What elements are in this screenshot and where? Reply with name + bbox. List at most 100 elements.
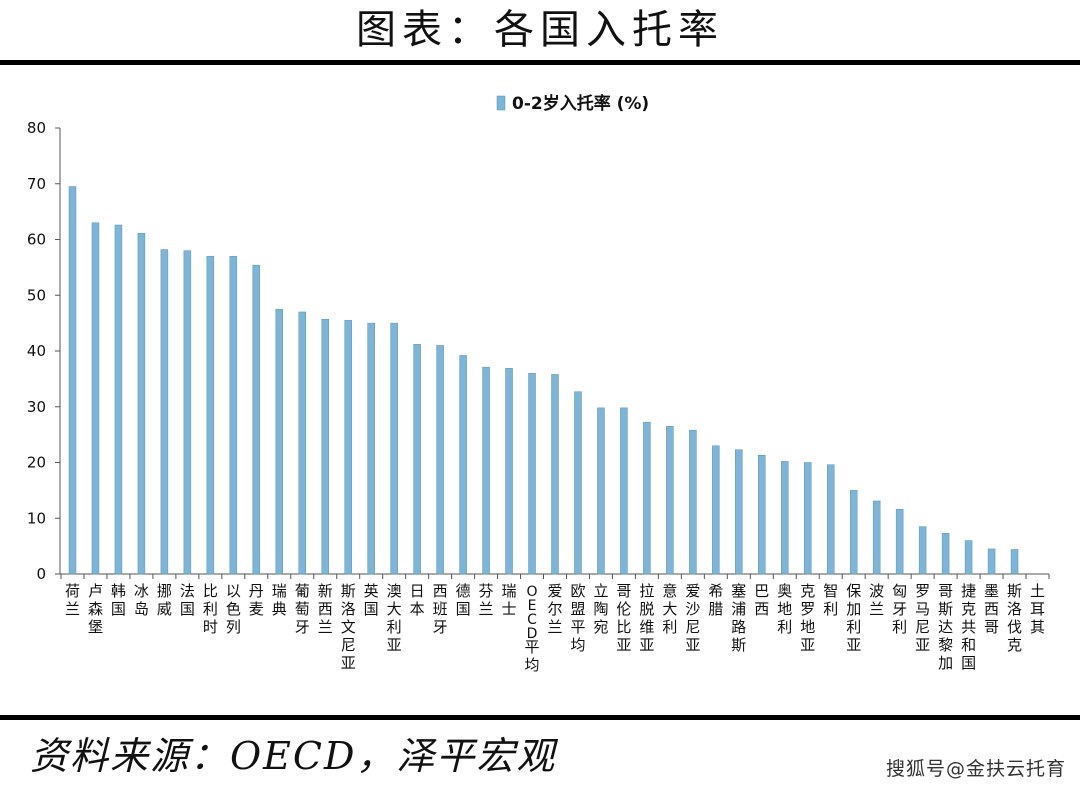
bar [1010,549,1019,575]
category-label: 德国 [456,582,471,618]
category-label: 克罗地亚 [800,582,815,654]
category-label: 塞浦路斯 [731,582,746,654]
category-label: 法国 [180,582,195,618]
bar [206,255,215,575]
bar [160,249,169,575]
category-label: 波兰 [869,582,884,618]
bar [137,233,146,575]
y-tick-label: 40 [27,342,46,360]
bar [482,366,490,575]
y-tick-label: 20 [27,454,46,472]
bar [114,224,123,575]
bar [505,368,513,575]
bar [551,374,559,575]
category-label: 土耳其 [1030,582,1045,636]
bar [735,449,743,575]
bar [574,391,582,575]
category-label: O E C D 平均 [525,584,540,674]
bar-chart: 0 10 20 30 40 50 60 70 80 荷兰卢森堡韩国冰岛挪威法国比利时以色列丹麦瑞典… [27,93,1050,674]
category-label: 日本 [410,582,425,618]
bar [895,509,904,575]
category-label: 瑞士 [502,582,517,618]
y-tick-label: 30 [27,398,46,416]
category-label: 匈牙利 [892,582,907,636]
category-label: 葡萄牙 [295,582,310,636]
bar [68,186,77,575]
category-label: 斯洛伐克 [1007,582,1022,654]
bar [689,429,697,575]
category-label: 爱尔兰 [547,582,562,636]
category-label: 立陶宛 [593,582,608,636]
page-title: 图表：各国入托率 [356,7,724,53]
bar [712,445,720,575]
category-label: 捷克共和国 [961,582,976,672]
bar [964,540,973,575]
bar [643,422,651,575]
bar [459,355,467,575]
category-label: 韩国 [111,582,126,618]
category-label: 拉脱维亚 [639,582,654,654]
y-tick-label: 70 [27,175,46,193]
bar [252,264,261,575]
category-label: 比利时 [203,582,218,636]
y-tick-label: 0 [36,565,46,583]
bar [91,222,100,575]
y-tick-label: 50 [27,286,46,304]
bar [781,461,789,575]
category-label: 智利 [823,582,838,618]
y-tick-label: 10 [27,509,46,527]
bar [528,373,536,575]
legend-swatch [496,95,506,111]
bar [298,311,307,575]
category-label: 新西兰 [318,582,333,636]
category-label: 保加利亚 [846,582,861,654]
bar [620,407,628,575]
category-label: 卢森堡 [88,582,103,636]
bar [758,455,766,575]
bar [275,308,284,575]
watermark: 搜狐号@金扶云托育 [885,758,1066,780]
bar [229,255,238,575]
y-tick-label: 80 [27,119,46,137]
bar [918,526,927,575]
category-label: 以色列 [226,582,241,636]
category-label: 巴西 [754,582,769,618]
bar [872,500,881,575]
bar [390,322,398,575]
bar [987,548,996,575]
category-label: 斯洛文尼亚 [341,582,356,672]
bar [941,533,950,575]
category-label: 哥斯达黎加 [938,582,953,672]
category-label: 冰岛 [134,582,149,618]
category-label: 罗马尼亚 [915,582,930,654]
bar [666,426,674,575]
category-label: 芬兰 [479,582,494,618]
top-divider [0,60,1080,65]
bar [367,322,375,575]
bar [321,318,329,575]
category-label: 墨西哥 [984,582,999,636]
category-label: 欧盟平均 [570,582,585,654]
category-label: 希腊 [708,582,723,618]
bar [183,250,192,575]
category-label: 哥伦比亚 [616,582,631,654]
bar [803,462,812,575]
bar [597,407,605,575]
category-label: 荷兰 [65,582,80,618]
bar [344,320,352,575]
category-label: 爱沙尼亚 [685,582,700,654]
legend-label: 0-2岁入托率 (%) [512,93,649,114]
category-label: 英国 [364,582,379,618]
category-label: 澳大利亚 [387,582,402,654]
bar [436,345,444,575]
category-label: 奥地利 [777,582,792,636]
category-label: 丹麦 [249,582,264,618]
category-label: 意大利 [662,582,677,636]
category-label: 西班牙 [433,582,448,636]
source-note: 资料来源：OECD，泽平宏观 [30,734,557,778]
category-label: 挪威 [157,582,172,618]
bar [826,464,835,575]
bar [413,344,421,575]
category-label: 瑞典 [272,582,287,618]
y-tick-label: 60 [27,231,46,249]
